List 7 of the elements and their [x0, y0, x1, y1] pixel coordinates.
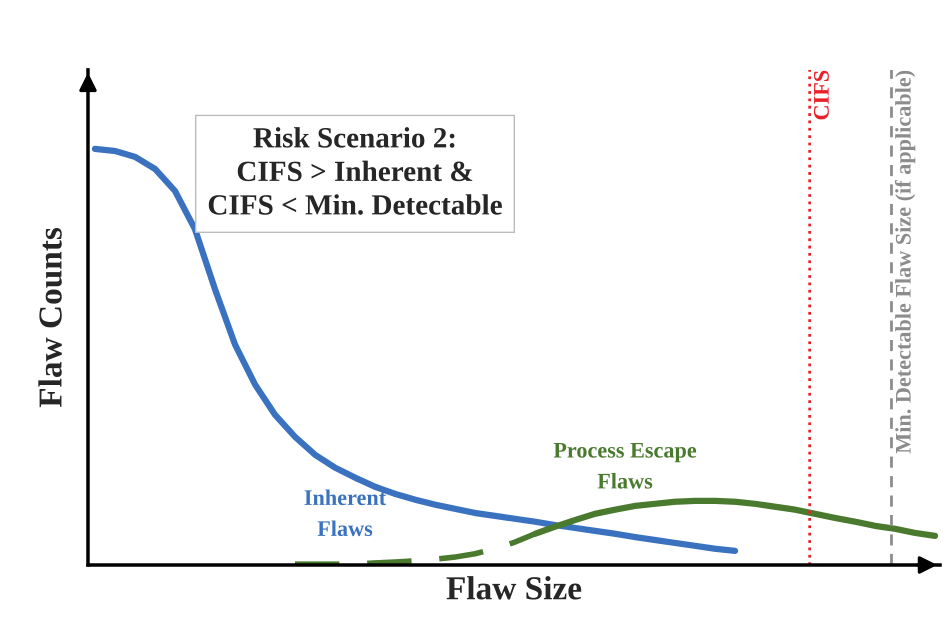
series-label: Process Escape Flaws [554, 442, 696, 489]
chart-title: Risk Scenario 2: CIFS > Inherent & CIFS < Min. Detectable [208, 127, 502, 215]
annotation: Min. Detectable Flaw Size (if applicable) [894, 70, 916, 454]
series-label: Inherent Flaws [304, 490, 386, 536]
text: CIFS [814, 70, 829, 120]
y-axis-title: Flaw Counts [38, 228, 62, 408]
x-axis-title: Flaw Size [446, 576, 582, 600]
